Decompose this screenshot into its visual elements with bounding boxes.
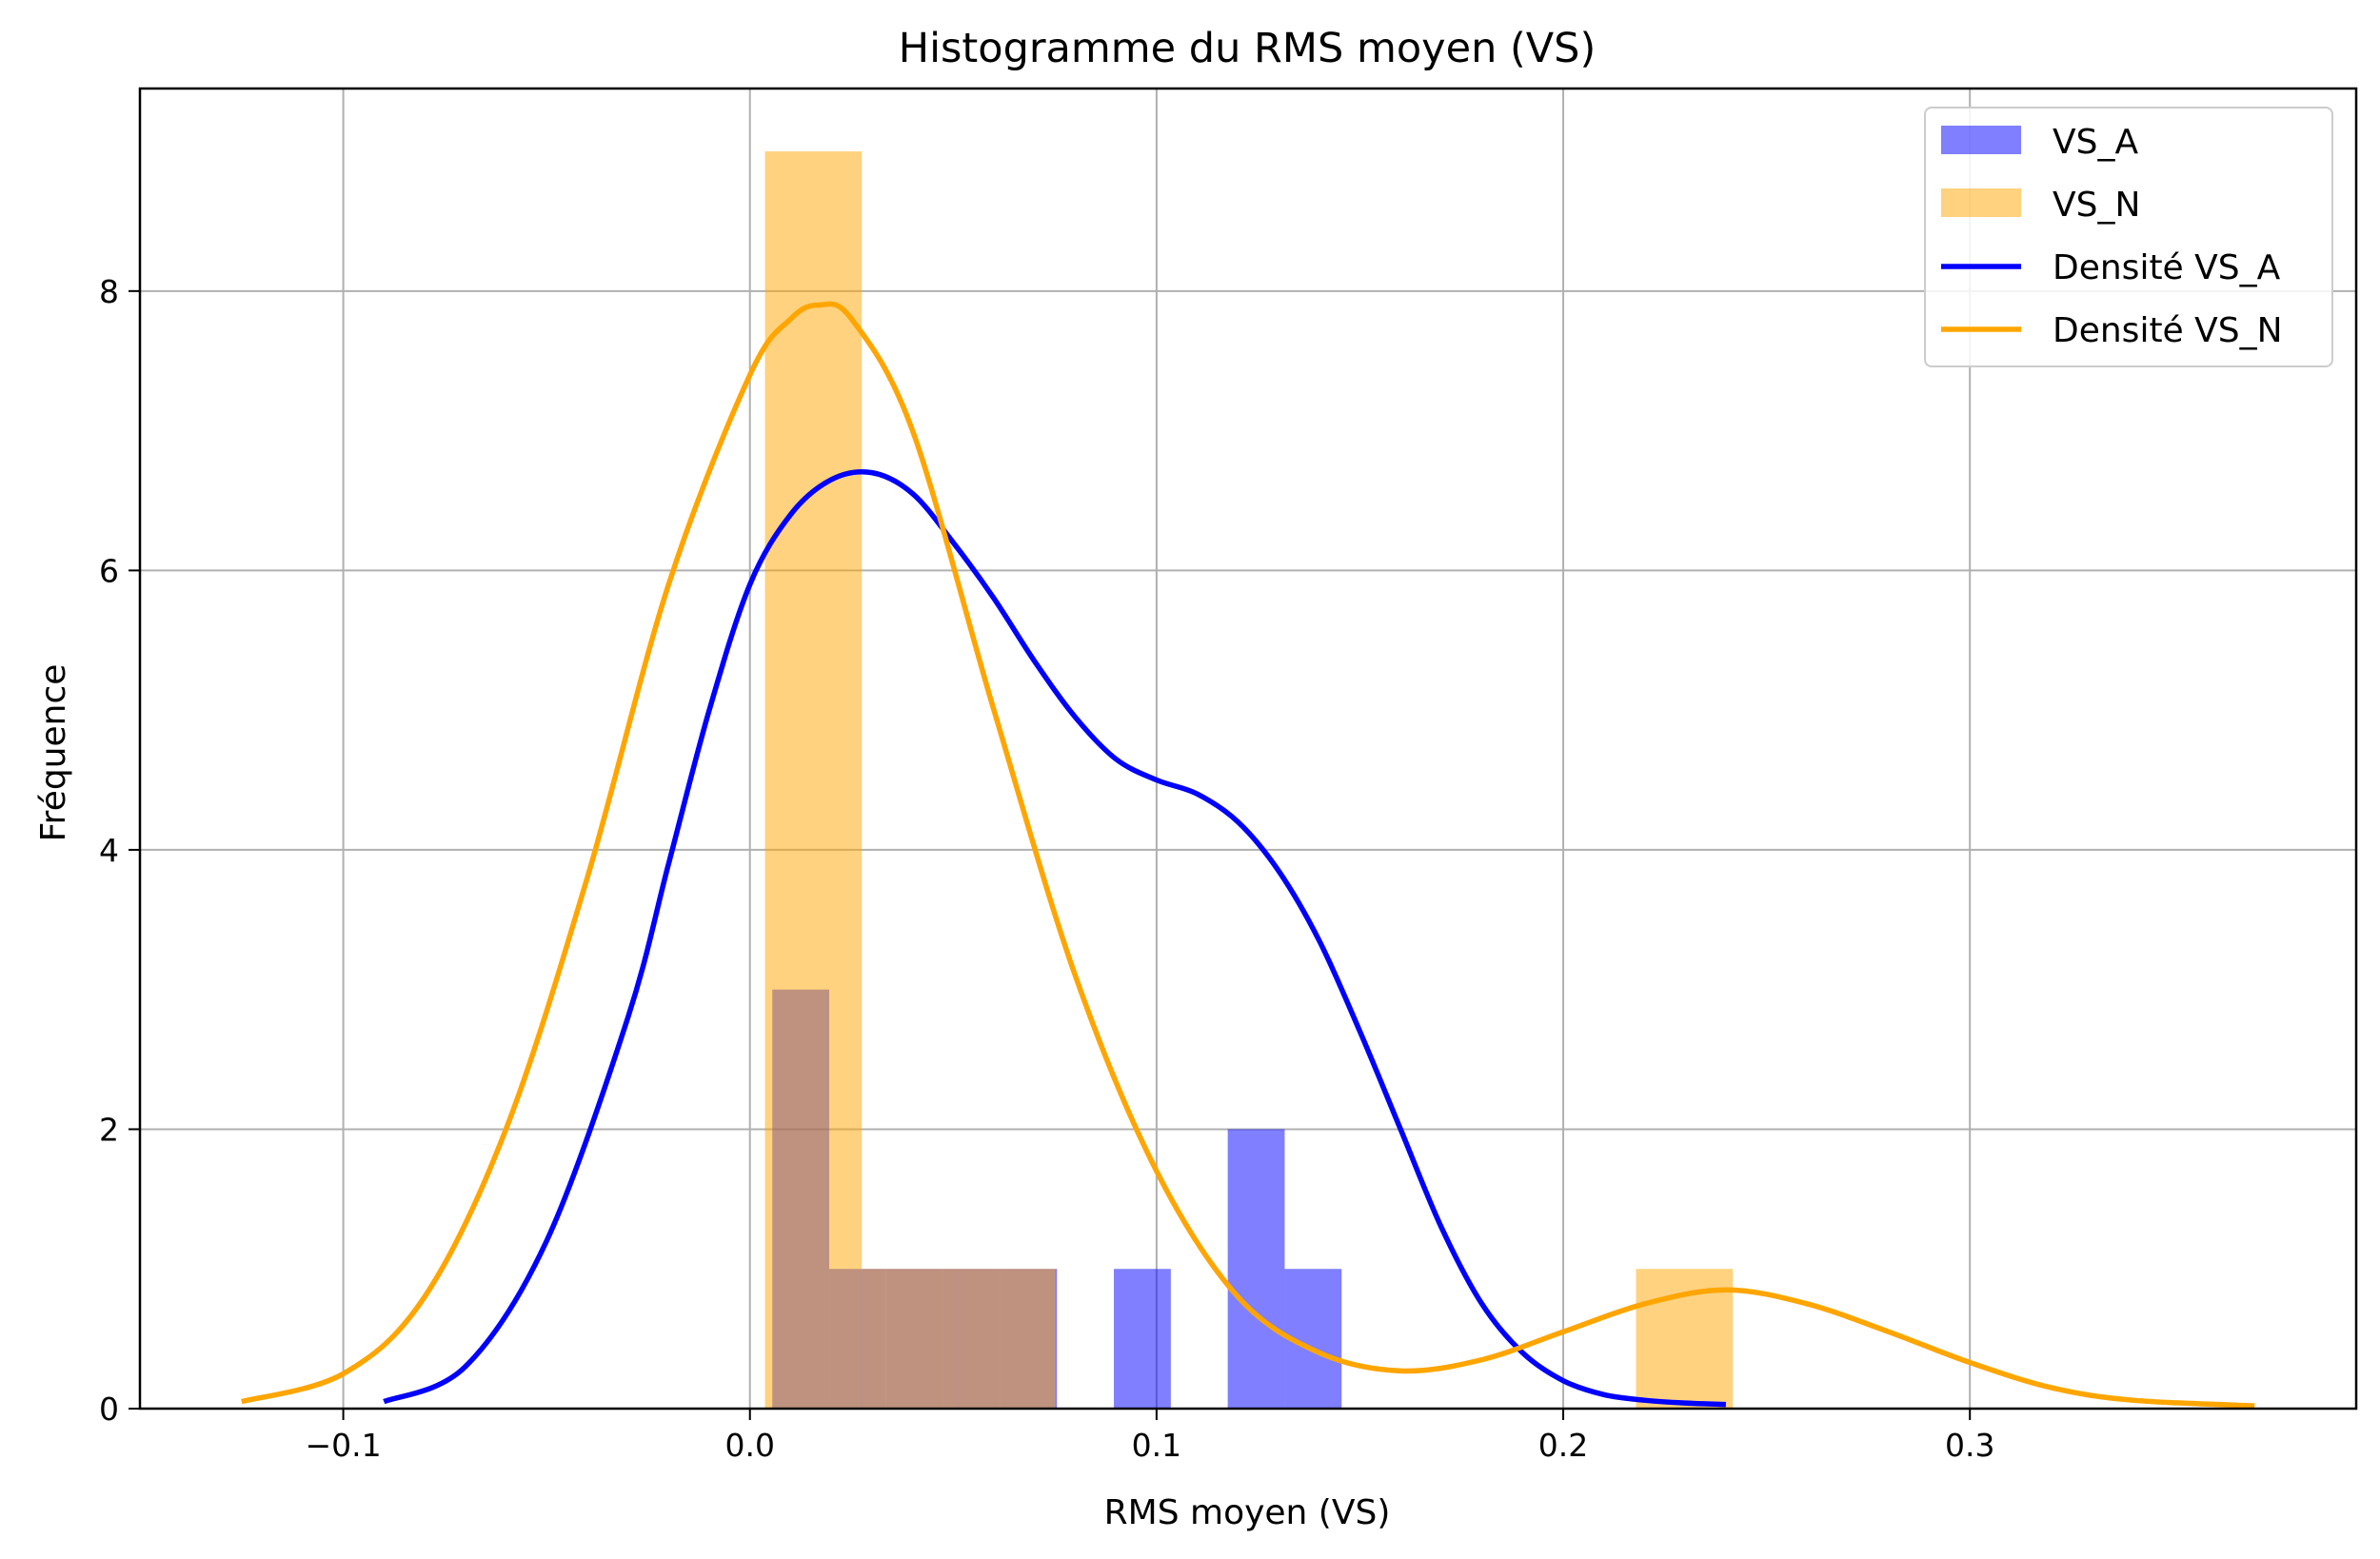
density-line-densit-vs-a bbox=[383, 468, 1727, 1408]
x-tick-label: 0.1 bbox=[1132, 1427, 1181, 1464]
histogram-bars bbox=[764, 151, 1734, 1410]
legend: VS_A VS_N Densité VS_A Densité VS_N bbox=[1924, 107, 2333, 367]
plot-frame bbox=[138, 87, 2358, 1411]
x-axis-title: RMS moyen (VS) bbox=[1104, 1493, 1391, 1532]
legend-vs-n-swatch bbox=[1941, 188, 2021, 217]
y-tick-label: 0 bbox=[99, 1391, 119, 1428]
x-tick-label: 0.3 bbox=[1945, 1427, 1994, 1464]
x-tick-label: −0.1 bbox=[306, 1427, 382, 1464]
legend-vs-a-swatch bbox=[1941, 126, 2021, 154]
chart-title: Histogramme du RMS moyen (VS) bbox=[899, 25, 1597, 72]
histogram-bar-vs-a bbox=[1227, 1129, 1285, 1409]
y-axis-title: Fréquence bbox=[34, 664, 73, 842]
y-tick-label: 4 bbox=[99, 832, 119, 869]
y-tick-label: 6 bbox=[99, 552, 119, 589]
y-tick-label: 2 bbox=[99, 1111, 119, 1148]
legend-box bbox=[1924, 107, 2333, 367]
axis-ticks: −0.1 0.0 0.1 0.2 0.3 0 2 4 6 8 bbox=[99, 273, 1994, 1464]
histogram-bar-vs-n bbox=[958, 1269, 1056, 1409]
legend-vs-a-label: VS_A bbox=[2053, 123, 2138, 162]
legend-densit-vs-n-label: Densité VS_N bbox=[2053, 311, 2283, 350]
legend-vs-n-label: VS_N bbox=[2053, 186, 2140, 225]
legend-densit-vs-a-label: Densité VS_A bbox=[2053, 248, 2281, 287]
x-tick-label: 0.0 bbox=[724, 1427, 774, 1464]
x-tick-label: 0.2 bbox=[1538, 1427, 1588, 1464]
histogram-bar-vs-n bbox=[862, 1269, 959, 1409]
density-lines bbox=[241, 301, 2255, 1409]
density-line-densit-vs-n bbox=[241, 301, 2255, 1409]
histogram-bar-vs-n bbox=[764, 151, 863, 1410]
histogram-bar-vs-a bbox=[1114, 1269, 1171, 1409]
y-tick-label: 8 bbox=[99, 273, 119, 310]
